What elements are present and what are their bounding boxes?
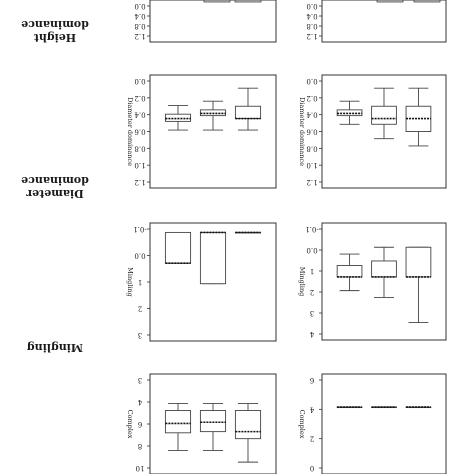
box-iqr [371,260,397,278]
y-tick-label: 0.6 [306,128,318,136]
box-panel: 3 4 6 8 10 Complex [126,373,277,474]
y-tick-label: 3 [138,376,142,384]
y-tick-label: 0.4 [306,111,318,119]
y-tick-label: 1.2 [134,32,145,40]
box-iqr [234,410,262,440]
y-tick-label: 10 [136,464,145,472]
y-axis-label: Complex [298,410,306,439]
box-panel: -0.1 0.0 1 2 3 Mingling [126,222,277,342]
y-axis-label: Complex [126,410,134,439]
y-tick-label: 4 [309,405,314,413]
y-tick-label: -0.1 [133,225,147,233]
y-tick-label: 0.8 [134,22,145,30]
y-tick-label: 0.8 [134,144,145,152]
y-tick-label: 1 [138,278,142,286]
y-tick-label: 0.4 [134,111,146,119]
box-iqr [405,246,432,278]
y-tick-label: 1 [310,267,314,275]
y-tick-label: 1.2 [306,178,317,186]
y-tick-label: 0.0 [134,77,145,85]
y-tick-label: 0.2 [134,94,145,102]
y-axis-label: Diameter dominance [126,97,134,166]
row-label-diameter: Diameter dominance [0,174,110,200]
y-tick-label: 1.0 [134,161,145,169]
y-tick-label: 6 [137,420,142,428]
box-iqr [203,0,231,3]
row-label-line: dominance [21,18,89,31]
box-panel: -0.1 0.0 1 2 3 4 Mingling [298,222,447,341]
y-tick-label: 0.6 [134,128,146,136]
y-tick-label: 1.0 [306,161,317,169]
y-tick-label: 3 [310,309,314,317]
y-tick-label: 1.2 [306,32,317,40]
y-tick-label: 0.2 [306,94,317,102]
y-axis-label: Mingling [126,267,134,297]
y-tick-label: 0.4 [306,12,318,20]
y-tick-label: 0.8 [306,144,317,152]
y-axis-label: Diameter dominance [298,97,306,166]
box-panel: 0.0 0.4 0.8 1.2 [134,0,277,43]
row-label-height: Height dominance [0,18,110,44]
box-iqr [336,265,363,278]
box-iqr [234,105,262,119]
y-axis-label: Mingling [298,267,306,297]
y-tick-label: 3 [138,331,142,339]
row-label-line: dominance [21,174,89,187]
y-tick-label: 0 [310,464,314,472]
y-tick-label: 6 [309,376,314,384]
box-panel: 0.0 0.2 0.4 0.6 0.8 1.0 1.2 Diameter dominance [126,74,277,189]
box-iqr [164,231,192,264]
y-tick-label: 1.2 [134,178,145,186]
box-iqr [234,0,262,3]
box-panel: 0.0 0.2 0.4 0.6 0.8 1.0 1.2 Diameter dominance [298,74,447,189]
panel-frame [321,373,447,474]
box-iqr [413,0,441,3]
y-tick-label: 0.8 [306,22,317,30]
y-tick-label: 0.0 [134,252,145,260]
y-tick-label: 4 [137,398,142,406]
row-label-line: Height [33,31,77,44]
y-tick-label: -0.1 [305,225,319,233]
box-iqr [164,410,192,434]
panel-frame [149,74,277,189]
y-tick-label: 0.0 [134,2,145,10]
row-label-line: Mingling [26,341,84,354]
box-iqr [199,410,227,433]
y-tick-label: 0.4 [134,12,146,20]
y-tick-label: 0.0 [306,246,317,254]
box-panel: 6 4 2 0 Complex [298,373,447,474]
y-tick-label: 0.0 [306,2,317,10]
box-iqr [199,231,227,285]
box-iqr [371,105,397,125]
panel-frame [149,0,277,43]
y-tick-label: 4 [309,330,314,338]
y-tick-label: 0.0 [306,77,317,85]
panel-frame [321,222,447,341]
box-panel: 0.0 0.4 0.8 1.2 [306,0,447,43]
row-label-mingling: Mingling [0,341,110,354]
row-label-line: Diameter [26,187,84,200]
y-tick-label: 2 [138,305,142,313]
panel-frame [321,0,447,43]
box-iqr [376,0,404,3]
y-tick-label: 2 [310,288,314,296]
y-tick-label: 8 [138,442,142,450]
y-tick-label: 2 [310,435,314,443]
